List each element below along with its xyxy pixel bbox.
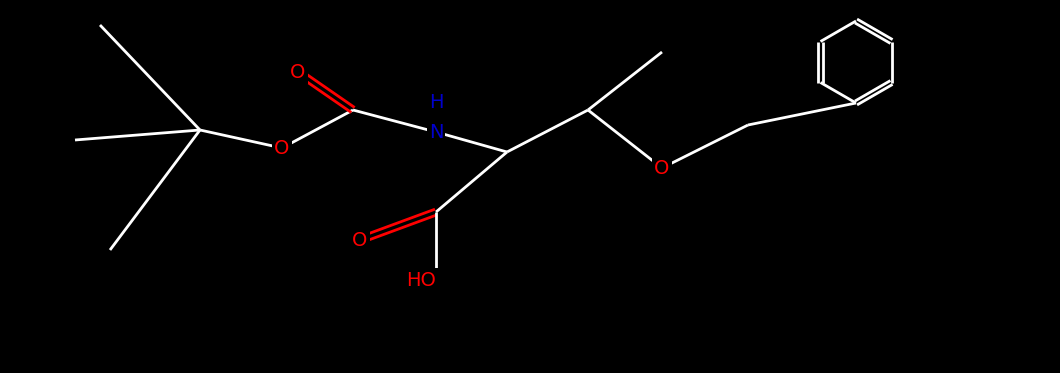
- Text: O: O: [290, 63, 305, 81]
- Text: O: O: [352, 231, 368, 250]
- Text: O: O: [654, 159, 670, 178]
- Text: N: N: [428, 122, 443, 141]
- Text: O: O: [275, 138, 289, 157]
- Text: HO: HO: [406, 270, 436, 289]
- Text: H: H: [428, 93, 443, 112]
